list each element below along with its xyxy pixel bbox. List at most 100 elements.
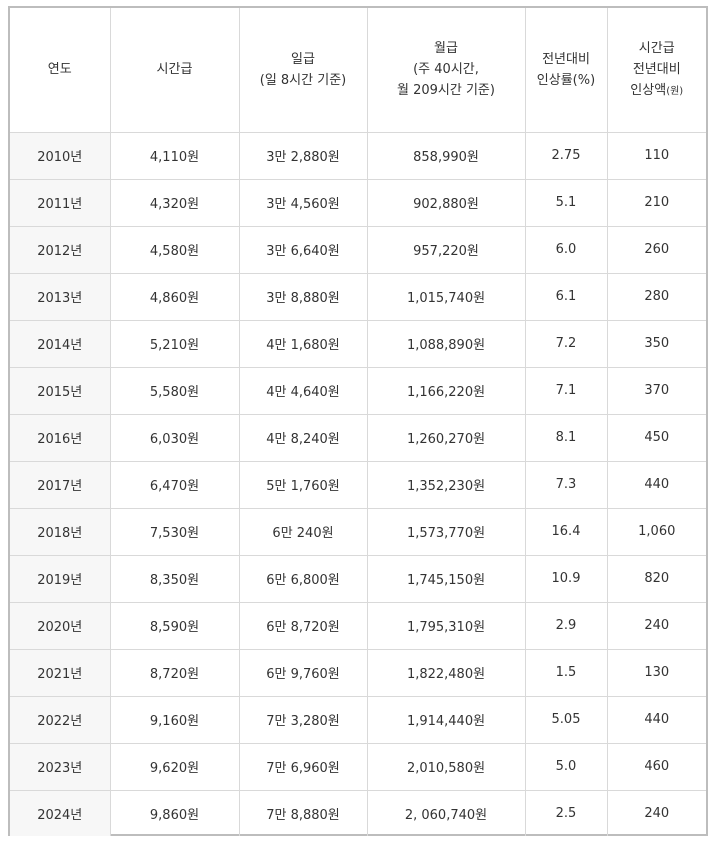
cell-increase-rate: 10.9	[524, 554, 608, 603]
cell-hourly-wage: 4,110원	[109, 131, 240, 180]
cell-daily-wage: 3만 2,880원	[238, 131, 368, 180]
cell-increase-amount: 210	[606, 178, 706, 227]
cell-daily-wage: 7만 3,280원	[238, 695, 368, 744]
cell-daily-wage: 4만 1,680원	[238, 319, 368, 368]
cell-year: 2023년	[10, 742, 111, 791]
header-rate: 전년대비 인상률(%)	[524, 8, 608, 133]
cell-monthly-wage: 1,015,740원	[366, 272, 526, 321]
cell-hourly-wage: 6,030원	[109, 413, 240, 462]
cell-daily-wage: 6만 9,760원	[238, 648, 368, 697]
cell-increase-amount: 370	[606, 366, 706, 415]
header-rate-label-1: 전년대비	[542, 51, 590, 67]
cell-increase-rate: 7.3	[524, 460, 608, 509]
cell-increase-rate: 2.75	[524, 131, 608, 180]
cell-hourly-wage: 8,590원	[109, 601, 240, 650]
cell-hourly-wage: 4,860원	[109, 272, 240, 321]
cell-daily-wage: 3만 4,560원	[238, 178, 368, 227]
table-row: 2019년 8,350원 6만 6,800원 1,745,150원 10.9 820	[10, 554, 706, 603]
cell-increase-rate: 16.4	[524, 507, 608, 556]
header-monthly-note-1: (주 40시간,	[413, 62, 479, 78]
cell-increase-amount: 460	[606, 742, 706, 791]
table-row: 2016년 6,030원 4만 8,240원 1,260,270원 8.1 450	[10, 413, 706, 462]
cell-daily-wage: 4만 8,240원	[238, 413, 368, 462]
header-monthly: 월급 (주 40시간, 월 209시간 기준)	[366, 8, 526, 133]
cell-monthly-wage: 1,914,440원	[366, 695, 526, 744]
cell-increase-rate: 2.5	[524, 789, 608, 836]
header-amount-unit: (원)	[666, 85, 684, 97]
cell-hourly-wage: 8,720원	[109, 648, 240, 697]
minimum-wage-table: 연도 시간급 일급 (일 8시간 기준) 월급 (주 40시간, 월 209시간…	[10, 8, 706, 836]
cell-hourly-wage: 5,210원	[109, 319, 240, 368]
cell-daily-wage: 7만 8,880원	[238, 789, 368, 836]
cell-hourly-wage: 5,580원	[109, 366, 240, 415]
cell-increase-amount: 110	[606, 131, 706, 180]
cell-increase-rate: 1.5	[524, 648, 608, 697]
table-body: 2010년 4,110원 3만 2,880원 858,990원 2.75 110 2011년…	[10, 131, 706, 836]
cell-monthly-wage: 957,220원	[366, 225, 526, 274]
cell-increase-amount: 1,060	[606, 507, 706, 556]
table-row: 2022년 9,160원 7만 3,280원 1,914,440원 5.05 440	[10, 695, 706, 744]
header-amount-label-2: 전년대비	[632, 61, 681, 77]
header-year: 연도	[10, 8, 111, 133]
table-row: 2013년 4,860원 3만 8,880원 1,015,740원 6.1 280	[10, 272, 706, 321]
table-row: 2018년 7,530원 6만 240원 1,573,770원 16.4 1,060	[10, 507, 706, 556]
cell-monthly-wage: 858,990원	[366, 131, 526, 180]
cell-year: 2018년	[10, 507, 111, 556]
table-row: 2020년 8,590원 6만 8,720원 1,795,310원 2.9 240	[10, 601, 706, 650]
cell-monthly-wage: 1,260,270원	[366, 413, 526, 462]
header-hourly: 시간급	[109, 8, 240, 133]
header-daily: 일급 (일 8시간 기준)	[238, 8, 368, 133]
minimum-wage-table-container: 연도 시간급 일급 (일 8시간 기준) 월급 (주 40시간, 월 209시간…	[8, 6, 708, 836]
cell-daily-wage: 6만 240원	[238, 507, 368, 556]
cell-hourly-wage: 8,350원	[109, 554, 240, 603]
cell-year: 2019년	[10, 554, 111, 603]
cell-increase-rate: 5.05	[524, 695, 608, 744]
cell-year: 2016년	[10, 413, 111, 462]
cell-daily-wage: 5만 1,760원	[238, 460, 368, 509]
cell-hourly-wage: 4,580원	[109, 225, 240, 274]
cell-increase-rate: 8.1	[524, 413, 608, 462]
cell-year: 2010년	[10, 131, 111, 180]
cell-increase-amount: 240	[606, 789, 706, 836]
cell-year: 2015년	[10, 366, 111, 415]
cell-monthly-wage: 902,880원	[366, 178, 526, 227]
table-row: 2012년 4,580원 3만 6,640원 957,220원 6.0 260	[10, 225, 706, 274]
cell-hourly-wage: 6,470원	[109, 460, 240, 509]
cell-increase-amount: 130	[606, 648, 706, 697]
cell-year: 2022년	[10, 695, 111, 744]
table-row: 2015년 5,580원 4만 4,640원 1,166,220원 7.1 370	[10, 366, 706, 415]
cell-monthly-wage: 1,166,220원	[366, 366, 526, 415]
cell-year: 2017년	[10, 460, 111, 509]
cell-increase-rate: 5.1	[524, 178, 608, 227]
cell-hourly-wage: 9,620원	[109, 742, 240, 791]
table-row: 2023년 9,620원 7만 6,960원 2,010,580원 5.0 460	[10, 742, 706, 791]
cell-monthly-wage: 2,010,580원	[366, 742, 526, 791]
cell-increase-amount: 280	[606, 272, 706, 321]
table-header: 연도 시간급 일급 (일 8시간 기준) 월급 (주 40시간, 월 209시간…	[10, 8, 706, 133]
cell-increase-rate: 7.1	[524, 366, 608, 415]
cell-daily-wage: 4만 4,640원	[238, 366, 368, 415]
cell-daily-wage: 3만 6,640원	[238, 225, 368, 274]
header-amount: 시간급 전년대비 인상액(원)	[606, 8, 706, 133]
cell-year: 2021년	[10, 648, 111, 697]
cell-increase-amount: 240	[606, 601, 706, 650]
cell-daily-wage: 6만 8,720원	[238, 601, 368, 650]
header-hourly-label: 시간급	[156, 62, 193, 78]
cell-hourly-wage: 7,530원	[109, 507, 240, 556]
cell-increase-rate: 7.2	[524, 319, 608, 368]
cell-increase-rate: 6.1	[524, 272, 608, 321]
cell-monthly-wage: 1,822,480원	[366, 648, 526, 697]
cell-increase-rate: 2.9	[524, 601, 608, 650]
cell-hourly-wage: 4,320원	[109, 178, 240, 227]
header-daily-note: (일 8시간 기준)	[259, 72, 347, 88]
table-row: 2010년 4,110원 3만 2,880원 858,990원 2.75 110	[10, 131, 706, 180]
cell-year: 2020년	[10, 601, 111, 650]
cell-monthly-wage: 1,573,770원	[366, 507, 526, 556]
cell-hourly-wage: 9,860원	[109, 789, 240, 836]
table-row: 2024년 9,860원 7만 8,880원 2, 060,740원 2.5 240	[10, 789, 706, 836]
header-rate-label-2: 인상률(%)	[536, 72, 596, 88]
cell-increase-amount: 820	[606, 554, 706, 603]
cell-increase-amount: 440	[606, 695, 706, 744]
table-row: 2014년 5,210원 4만 1,680원 1,088,890원 7.2 350	[10, 319, 706, 368]
header-monthly-note-2: 월 209시간 기준)	[397, 83, 495, 99]
